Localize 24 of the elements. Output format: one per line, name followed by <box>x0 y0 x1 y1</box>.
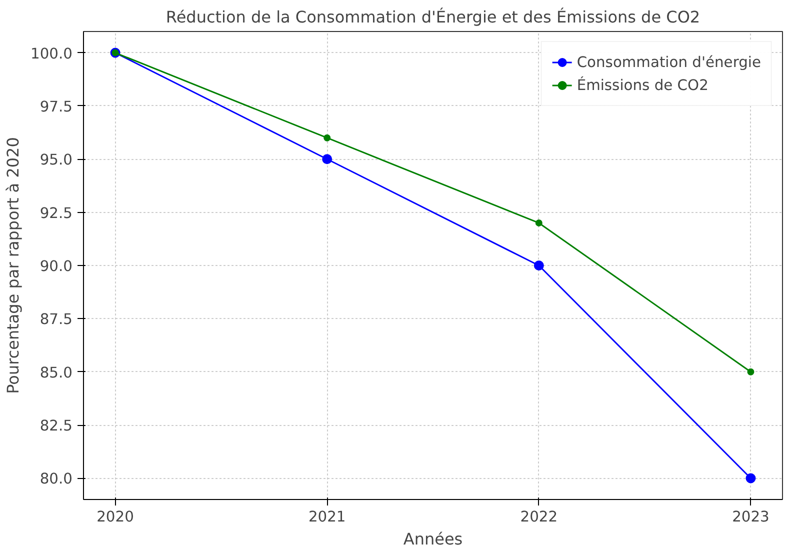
y-tick-label: 100.0 <box>30 45 73 62</box>
y-tick-label: 97.5 <box>40 98 73 116</box>
x-tick-label: 2022 <box>520 508 558 526</box>
point <box>324 134 331 142</box>
x-tick-label: 2021 <box>308 508 346 526</box>
legend-label: Consommation d'énergie <box>576 54 761 70</box>
y-tick-label: 95.0 <box>40 152 73 169</box>
y-tick-label: 87.5 <box>40 311 73 328</box>
legend-label: Émissions de CO2 <box>576 76 708 94</box>
y-tick-label: 85.0 <box>40 364 73 382</box>
y-tick-label: 80.0 <box>40 470 73 488</box>
point <box>534 260 544 270</box>
point <box>747 368 754 376</box>
point <box>535 219 542 226</box>
x-axis-title: Années <box>403 530 463 548</box>
x-tick-label: 2020 <box>96 508 134 526</box>
y-tick-label: 82.5 <box>40 418 73 435</box>
point <box>322 154 332 164</box>
y-tick-label: 90.0 <box>40 258 73 275</box>
chart-title: Réduction de la Consommation d'Énergie et des Émissions de CO2 <box>166 8 700 26</box>
y-axis-title: Pourcentage par rapport à 2020 <box>4 137 23 394</box>
point <box>746 473 756 484</box>
x-tick-label: 2023 <box>732 508 770 526</box>
y-tick-label: 92.5 <box>40 204 73 222</box>
